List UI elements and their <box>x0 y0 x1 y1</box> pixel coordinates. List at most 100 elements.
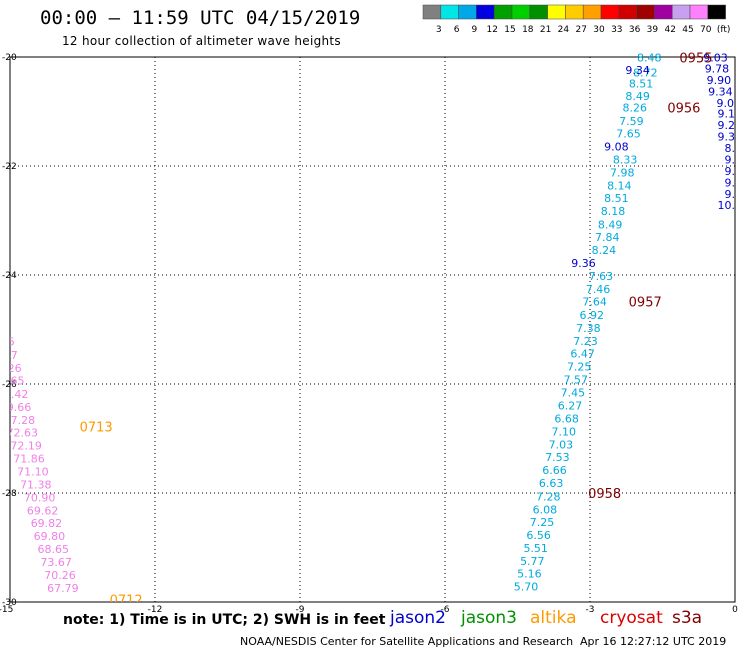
wave-height-value: 9.36 <box>571 257 596 270</box>
wave-height-value: 5.70 <box>514 581 539 594</box>
y-tick-label: -24 <box>2 271 17 281</box>
wave-height-value: 7.25 <box>567 361 592 374</box>
wave-height-value: 9.3 <box>718 131 736 144</box>
x-tick-label: 0 <box>732 605 738 615</box>
x-tick-label: -6 <box>441 605 450 615</box>
wave-height-value: 5.16 <box>517 568 542 581</box>
units-note: note: 1) Time is in UTC; 2) SWH is in fe… <box>63 612 386 628</box>
color-scale-legend: 3 6 9 12 15 18 21 24 27 30 33 36 39 42 45 70 (ft) <box>422 4 730 35</box>
legend-cryosat: cryosat <box>600 608 663 628</box>
pass-time-label: 0958 <box>588 487 621 502</box>
wave-height-value: 72.42 <box>0 388 28 401</box>
colorbar-tick-label: 21 <box>540 25 551 35</box>
footer-credit: NOAA/NESDIS Center for Satellite Applica… <box>240 635 574 648</box>
wave-height-value: 70.26 <box>44 569 76 582</box>
colorbar-tick-label: 39 <box>647 25 659 35</box>
wave-height-value: 67.79 <box>47 582 79 595</box>
wave-height-value: 71.38 <box>20 478 52 491</box>
x-tick-label: -12 <box>148 605 163 615</box>
wave-height-value: 7.45 <box>561 387 586 400</box>
pass-time-label: 0713 <box>80 421 113 436</box>
wave-height-value: 72.63 <box>7 427 39 440</box>
wave-height-value: 9.78 <box>705 62 730 75</box>
wave-height-map: -15 -12 -9 -6 -3 0-20-22-24-26-28-308.488.728… <box>0 52 738 615</box>
y-tick-label: -22 <box>2 162 17 172</box>
wave-height-value: 9. <box>725 176 736 189</box>
wave-height-value: 6.27 <box>558 399 583 412</box>
wave-height-value: 7.84 <box>595 231 620 244</box>
footer-timestamp: Apr 16 12:27:12 UTC 2019 <box>580 635 727 648</box>
wave-height-value: 8.33 <box>613 153 638 166</box>
chart-title: 00:00 – 11:59 UTC 04/15/2019 <box>40 7 361 29</box>
pass-time-label: 0956 <box>667 102 700 117</box>
wave-height-value: 9. <box>725 153 736 166</box>
wave-height-value: 71.15 <box>0 335 15 348</box>
colorbar-tick-label: 27 <box>575 25 586 35</box>
wave-height-value: 9. <box>725 188 736 201</box>
legend-jason2: jason2 <box>390 608 446 628</box>
wave-height-value: 9.2 <box>718 119 736 132</box>
wave-height-value: 72.19 <box>10 440 42 453</box>
wave-height-value: 8.26 <box>623 102 648 115</box>
wave-height-value: 9. <box>725 165 736 178</box>
wave-height-value: 71.86 <box>13 453 45 466</box>
x-tick-label: -3 <box>586 605 595 615</box>
wave-height-value: 7.57 <box>564 374 589 387</box>
colorbar-tick-label: 12 <box>486 25 497 35</box>
pass-time-label: 0955 <box>679 52 712 67</box>
wave-height-value: 7.28 <box>536 490 561 503</box>
pass-time-label: 0957 <box>629 296 662 311</box>
wave-height-value: 72.26 <box>0 362 22 375</box>
wave-height-value: 9.90 <box>707 74 732 87</box>
wave-height-value: 7.10 <box>551 425 576 438</box>
plot-frame <box>9 56 736 603</box>
colorbar-swatch <box>707 4 726 20</box>
colorbar-tick-label: 42 <box>664 25 675 35</box>
colorbar-tick-label: 3 <box>436 25 442 35</box>
pass-time-label: 0712 <box>110 593 143 608</box>
colorbar-tick-label: 9 <box>472 25 478 35</box>
wave-height-value: 71.10 <box>17 466 49 479</box>
wave-height-value: 7.65 <box>616 127 641 140</box>
colorbar-tick-label: 70 <box>700 25 712 35</box>
wave-height-value: 8.18 <box>601 205 626 218</box>
wave-height-value: 69.66 <box>0 401 31 414</box>
wave-height-value: 7.25 <box>530 516 555 529</box>
wave-height-value: 7.59 <box>619 115 644 128</box>
legend-altika: altika <box>530 608 577 628</box>
y-tick-label: -28 <box>2 489 17 499</box>
colorbar-tick-label: 15 <box>504 25 515 35</box>
wave-height-value: 70.90 <box>24 491 56 504</box>
wave-height-value: 68.47 <box>0 349 18 362</box>
wave-height-value: 9.34 <box>625 64 650 77</box>
wave-height-value: 7.63 <box>589 270 614 283</box>
wave-height-value: 6.63 <box>539 477 564 490</box>
colorbar-tick-label: 33 <box>611 25 622 35</box>
wave-height-value: 69.80 <box>34 530 66 543</box>
wave-height-value: 73.67 <box>40 556 72 569</box>
wave-height-value: 7.03 <box>549 438 574 451</box>
colorbar-tick-label: 6 <box>454 25 460 35</box>
wave-height-value: 8.48 <box>637 52 662 65</box>
colorbar-tick-label: 24 <box>558 25 570 35</box>
wave-height-value: 9.0 <box>717 97 735 110</box>
y-tick-label: -20 <box>2 53 17 63</box>
wave-height-value: 8.49 <box>625 90 650 103</box>
wave-height-value: 7.64 <box>582 296 607 309</box>
wave-height-value: 69.62 <box>27 504 59 517</box>
colorbar-tick-label: 36 <box>629 25 641 35</box>
wave-height-value: 69.82 <box>31 517 63 530</box>
wave-height-value: 6.68 <box>554 412 579 425</box>
wave-height-value: 8.51 <box>604 192 629 205</box>
wave-height-value: 10. <box>718 199 736 212</box>
wave-height-value: 8.51 <box>629 78 654 91</box>
wave-height-value: 9.08 <box>604 140 629 153</box>
wave-height-value: 5.77 <box>520 555 545 568</box>
wave-height-value: 6.56 <box>526 529 551 542</box>
wave-height-value: 9.34 <box>708 85 733 98</box>
colorbar-tick-label: 18 <box>522 25 534 35</box>
y-tick-label: -26 <box>2 380 17 390</box>
wave-height-value: 6.66 <box>542 464 567 477</box>
wave-height-value: 5.51 <box>523 542 548 555</box>
wave-height-value: 7.38 <box>576 322 601 335</box>
